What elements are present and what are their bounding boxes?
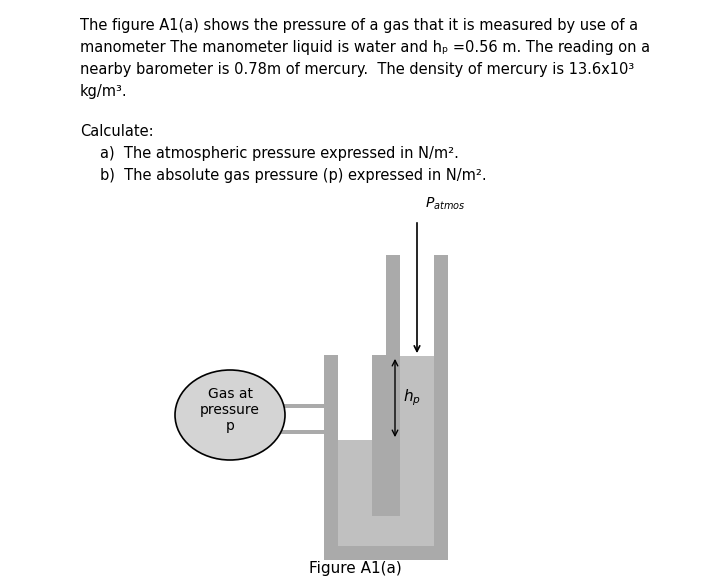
Bar — [338, 516, 434, 546]
Text: a)  The atmospheric pressure expressed in N/m².: a) The atmospheric pressure expressed in… — [100, 146, 459, 161]
Bar — [324, 355, 386, 544]
Ellipse shape — [175, 370, 285, 460]
Bar — [338, 355, 372, 530]
Bar — [280, 404, 324, 434]
Bar — [338, 440, 372, 516]
Text: Figure A1(a): Figure A1(a) — [308, 561, 401, 576]
Bar — [400, 356, 434, 516]
Bar — [386, 255, 448, 544]
Text: b)  The absolute gas pressure (p) expressed in N/m².: b) The absolute gas pressure (p) express… — [100, 168, 486, 183]
Text: The figure A1(a) shows the pressure of a gas that it is measured by use of a: The figure A1(a) shows the pressure of a… — [80, 18, 638, 33]
Bar — [400, 255, 434, 530]
Text: $P_{atmos}$: $P_{atmos}$ — [425, 196, 465, 212]
Text: $h_p$: $h_p$ — [403, 387, 421, 408]
Text: nearby barometer is 0.78m of mercury.  The density of mercury is 13.6x10³: nearby barometer is 0.78m of mercury. Th… — [80, 62, 635, 77]
Text: Calculate:: Calculate: — [80, 124, 154, 139]
Bar — [338, 516, 434, 546]
Text: Gas at
pressure
p: Gas at pressure p — [200, 387, 260, 433]
Text: kg/m³.: kg/m³. — [80, 84, 128, 99]
Bar — [324, 516, 448, 560]
Bar — [280, 408, 324, 430]
Text: manometer The manometer liquid is water and hₚ =0.56 m. The reading on a: manometer The manometer liquid is water … — [80, 40, 650, 55]
